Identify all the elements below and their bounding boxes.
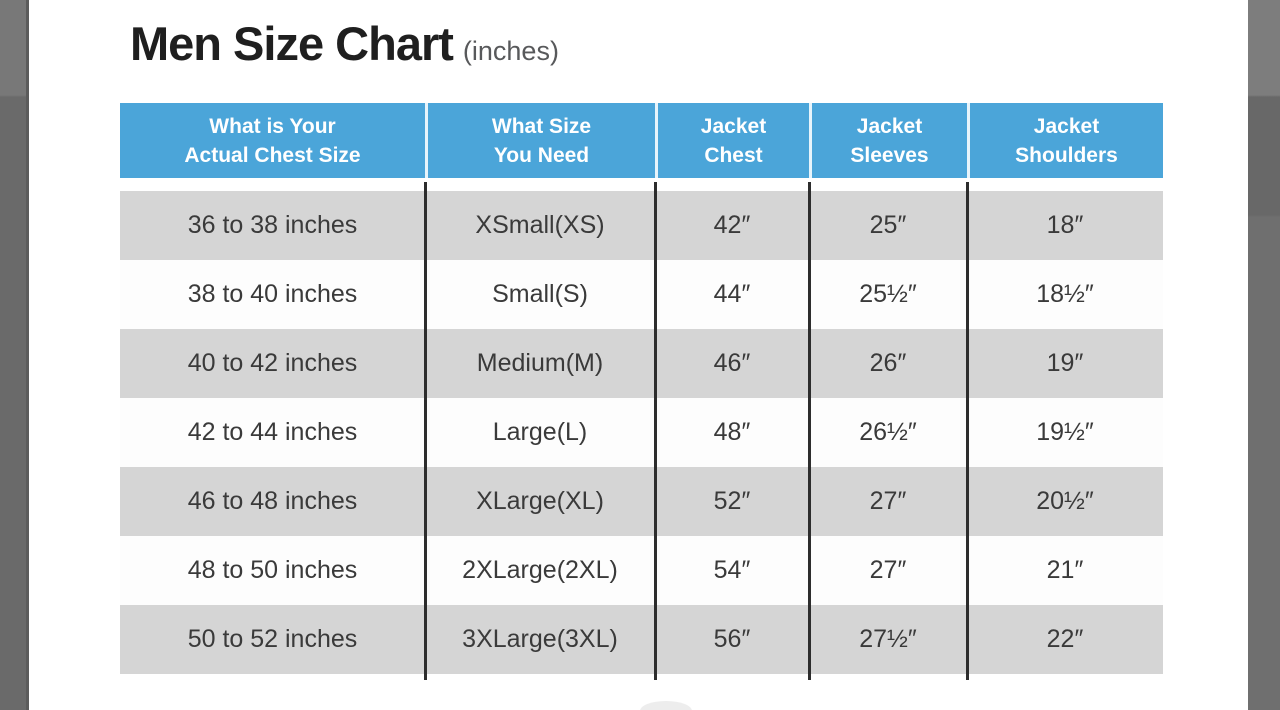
- left-letterbox-strip: [0, 0, 29, 710]
- right-letterbox-strip: [1248, 0, 1280, 710]
- cell-jacket-chest: 42″: [713, 211, 751, 239]
- cell-size: 3XLarge(3XL): [462, 625, 618, 653]
- cell-jacket-shoulders: 20½″: [1036, 487, 1094, 515]
- table-row: 50 to 52 inches 3XLarge(3XL) 56″ 27½″ 22…: [120, 605, 1163, 674]
- cell-jacket-chest: 54″: [713, 556, 751, 584]
- cell-jacket-chest: 56″: [713, 625, 751, 653]
- cell-jacket-sleeves: 27″: [869, 556, 907, 584]
- cell-size: Small(S): [492, 280, 588, 308]
- header-chest-size: What is Your Actual Chest Size: [120, 103, 425, 178]
- table-row: 40 to 42 inches Medium(M) 46″ 26″ 19″: [120, 329, 1163, 398]
- cell-size: XSmall(XS): [475, 211, 605, 239]
- header-jacket-sleeves: Jacket Sleeves: [809, 103, 967, 178]
- cell-chest-range: 46 to 48 inches: [187, 487, 358, 515]
- page-title: Men Size Chart (inches): [130, 16, 559, 71]
- cell-jacket-shoulders: 21″: [1046, 556, 1084, 584]
- cell-jacket-sleeves: 25″: [869, 211, 907, 239]
- cell-chest-range: 48 to 50 inches: [187, 556, 358, 584]
- cell-size: Medium(M): [476, 349, 604, 377]
- cell-jacket-shoulders: 18½″: [1036, 280, 1094, 308]
- cell-jacket-sleeves: 27½″: [859, 625, 917, 653]
- table-row: 48 to 50 inches 2XLarge(2XL) 54″ 27″ 21″: [120, 536, 1163, 605]
- cell-jacket-sleeves: 27″: [869, 487, 907, 515]
- cell-jacket-chest: 44″: [713, 280, 751, 308]
- cell-size: 2XLarge(2XL): [462, 556, 618, 584]
- title-units: (inches): [462, 36, 559, 66]
- table-row: 36 to 38 inches XSmall(XS) 42″ 25″ 18″: [120, 191, 1163, 260]
- title-text: Men Size Chart: [130, 17, 454, 70]
- cell-size: XLarge(XL): [476, 487, 604, 515]
- cell-jacket-chest: 46″: [713, 349, 751, 377]
- cell-chest-range: 40 to 42 inches: [187, 349, 358, 377]
- table-row: 42 to 44 inches Large(L) 48″ 26½″ 19½″: [120, 398, 1163, 467]
- cell-jacket-sleeves: 26½″: [859, 418, 917, 446]
- header-jacket-shoulders: Jacket Shoulders: [967, 103, 1163, 178]
- size-chart-table: What is Your Actual Chest Size What Size…: [120, 103, 1163, 680]
- cell-size: Large(L): [492, 418, 588, 446]
- cell-jacket-sleeves: 26″: [869, 349, 907, 377]
- cell-jacket-shoulders: 18″: [1046, 211, 1084, 239]
- cell-chest-range: 38 to 40 inches: [187, 280, 358, 308]
- cell-jacket-shoulders: 19″: [1046, 349, 1084, 377]
- cell-jacket-chest: 48″: [713, 418, 751, 446]
- header-jacket-chest: Jacket Chest: [655, 103, 809, 178]
- cell-jacket-shoulders: 19½″: [1036, 418, 1094, 446]
- header-size-needed: What Size You Need: [425, 103, 655, 178]
- cell-jacket-chest: 52″: [713, 487, 751, 515]
- cell-chest-range: 50 to 52 inches: [187, 625, 358, 653]
- table-body: 36 to 38 inches XSmall(XS) 42″ 25″ 18″ 3…: [120, 182, 1163, 680]
- table-row: 38 to 40 inches Small(S) 44″ 25½″ 18½″: [120, 260, 1163, 329]
- table-rows: 36 to 38 inches XSmall(XS) 42″ 25″ 18″ 3…: [120, 191, 1163, 674]
- cell-jacket-shoulders: 22″: [1046, 625, 1084, 653]
- cell-jacket-sleeves: 25½″: [859, 280, 917, 308]
- cropped-logo-mark: [640, 701, 692, 710]
- cell-chest-range: 36 to 38 inches: [187, 211, 358, 239]
- table-row: 46 to 48 inches XLarge(XL) 52″ 27″ 20½″: [120, 467, 1163, 536]
- table-header-row: What is Your Actual Chest Size What Size…: [120, 103, 1163, 178]
- cell-chest-range: 42 to 44 inches: [187, 418, 358, 446]
